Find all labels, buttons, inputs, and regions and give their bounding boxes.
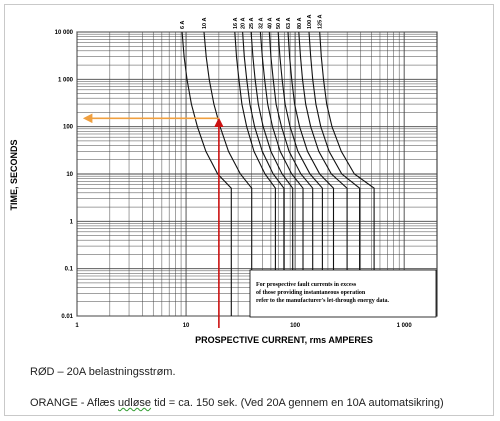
fuse-rating-label: 32 A — [258, 18, 264, 29]
fuse-curve-6a — [181, 31, 232, 316]
chart-grid — [76, 31, 438, 317]
fuse-rating-label: 40 A — [267, 18, 273, 29]
fuse-curve-125a — [319, 31, 375, 316]
annotation-box: For prospective fault currents in excess… — [249, 269, 437, 318]
fuse-rating-label: 6 A — [180, 21, 186, 29]
fuse-rating-label: 125 A — [318, 14, 324, 29]
fuse-curve-40a — [268, 31, 314, 316]
figure-frame — [4, 4, 494, 416]
fuse-rating-label: 63 A — [286, 18, 292, 29]
fuse-rating-label: 10 A — [202, 18, 208, 29]
caption-orange-suffix: tid = ca. 150 sek. (Ved 20A gennem en 10… — [151, 397, 444, 409]
caption-orange-squiggle-word: udløse — [118, 397, 152, 409]
y-tick-label: 100 — [63, 125, 74, 131]
caption-red: RØD – 20A belastningsstrøm. — [30, 366, 176, 378]
fuse-curves — [181, 31, 375, 316]
fuse-curve-63a — [287, 31, 335, 316]
fuse-rating-label: 20 A — [241, 18, 247, 29]
caption-orange-prefix: ORANGE - Aflæs — [30, 397, 119, 409]
fuse-curve-25a — [250, 31, 294, 316]
fuse-curve-80a — [298, 31, 348, 316]
y-tick-label: 0.01 — [61, 314, 73, 320]
x-tick-label: 10 — [183, 323, 190, 329]
fuse-rating-label: 100 A — [307, 14, 313, 29]
markers — [82, 113, 224, 328]
fuse-curve-100a — [308, 31, 361, 316]
x-tick-label: 100 — [290, 323, 301, 329]
y-tick-label: 1 000 — [58, 77, 74, 83]
fuse-curve-32a — [259, 31, 304, 316]
fuse-rating-label: 25 A — [249, 18, 255, 29]
y-tick-label: 0.1 — [65, 267, 74, 273]
annotation-line-3: refer to the manufacturer's let-through … — [256, 298, 390, 304]
annotation-line-2: of those providing instantaneous operati… — [256, 290, 366, 296]
x-tick-label: 1 — [75, 323, 79, 329]
y-tick-label: 10 — [66, 172, 73, 178]
fuse-rating-label: 50 A — [276, 18, 282, 29]
annotation-line-1: For prospective fault currents in excess — [256, 282, 357, 288]
y-tick-label: 10 000 — [55, 30, 74, 36]
fuse-curve-16a — [234, 31, 276, 316]
y-tick-label: 1 — [70, 219, 74, 225]
fuse-rating-label: 80 A — [297, 18, 303, 29]
fuse-curve-20a — [242, 31, 285, 316]
x-axis-label: PROSPECTIVE CURRENT, rms AMPERES — [195, 335, 373, 345]
fuse-rating-label: 16 A — [233, 18, 239, 29]
x-tick-label: 1 000 — [397, 323, 413, 329]
caption-orange: ORANGE - Aflæs udløse tid = ca. 150 sek.… — [30, 397, 444, 409]
fuse-rating-labels: 6 A 10 A 16 A 20 A 25 A 32 A 40 A 50 A 63 A 80 A 1… — [180, 14, 324, 29]
y-axis-label: TIME, SECONDS — [9, 139, 19, 210]
fuse-curve-50a — [277, 31, 323, 316]
